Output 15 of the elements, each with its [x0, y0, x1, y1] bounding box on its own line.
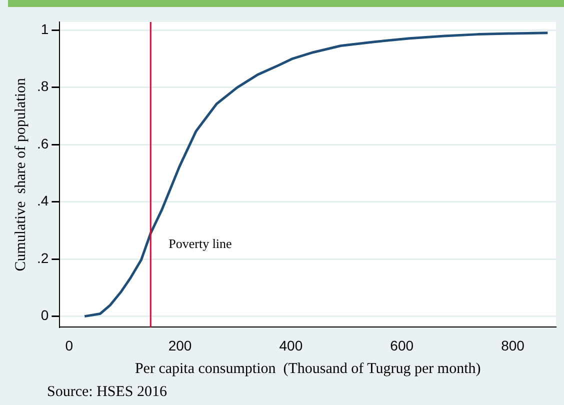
- y-tick-label: .4: [36, 192, 49, 209]
- ref-line-label: Poverty line: [168, 236, 232, 252]
- y-tick-label: 1: [40, 20, 49, 37]
- x-tick-label: 200: [168, 337, 192, 354]
- y-tick-label: .2: [36, 250, 49, 266]
- source-note: Source: HSES 2016: [47, 384, 167, 401]
- y-tick-label: 0: [40, 307, 49, 324]
- y-tick-label: .6: [36, 135, 49, 152]
- y-tick-label: .8: [36, 78, 49, 94]
- x-tick-label: 600: [390, 337, 414, 354]
- x-axis-title: Per capita consumption (Thousand of Tugrug per month): [134, 360, 481, 377]
- x-tick-label: 0: [65, 337, 74, 354]
- y-axis-title: Cumulative share of population: [12, 77, 29, 272]
- x-tick-label: 400: [279, 337, 303, 354]
- x-tick-label: 800: [501, 337, 525, 354]
